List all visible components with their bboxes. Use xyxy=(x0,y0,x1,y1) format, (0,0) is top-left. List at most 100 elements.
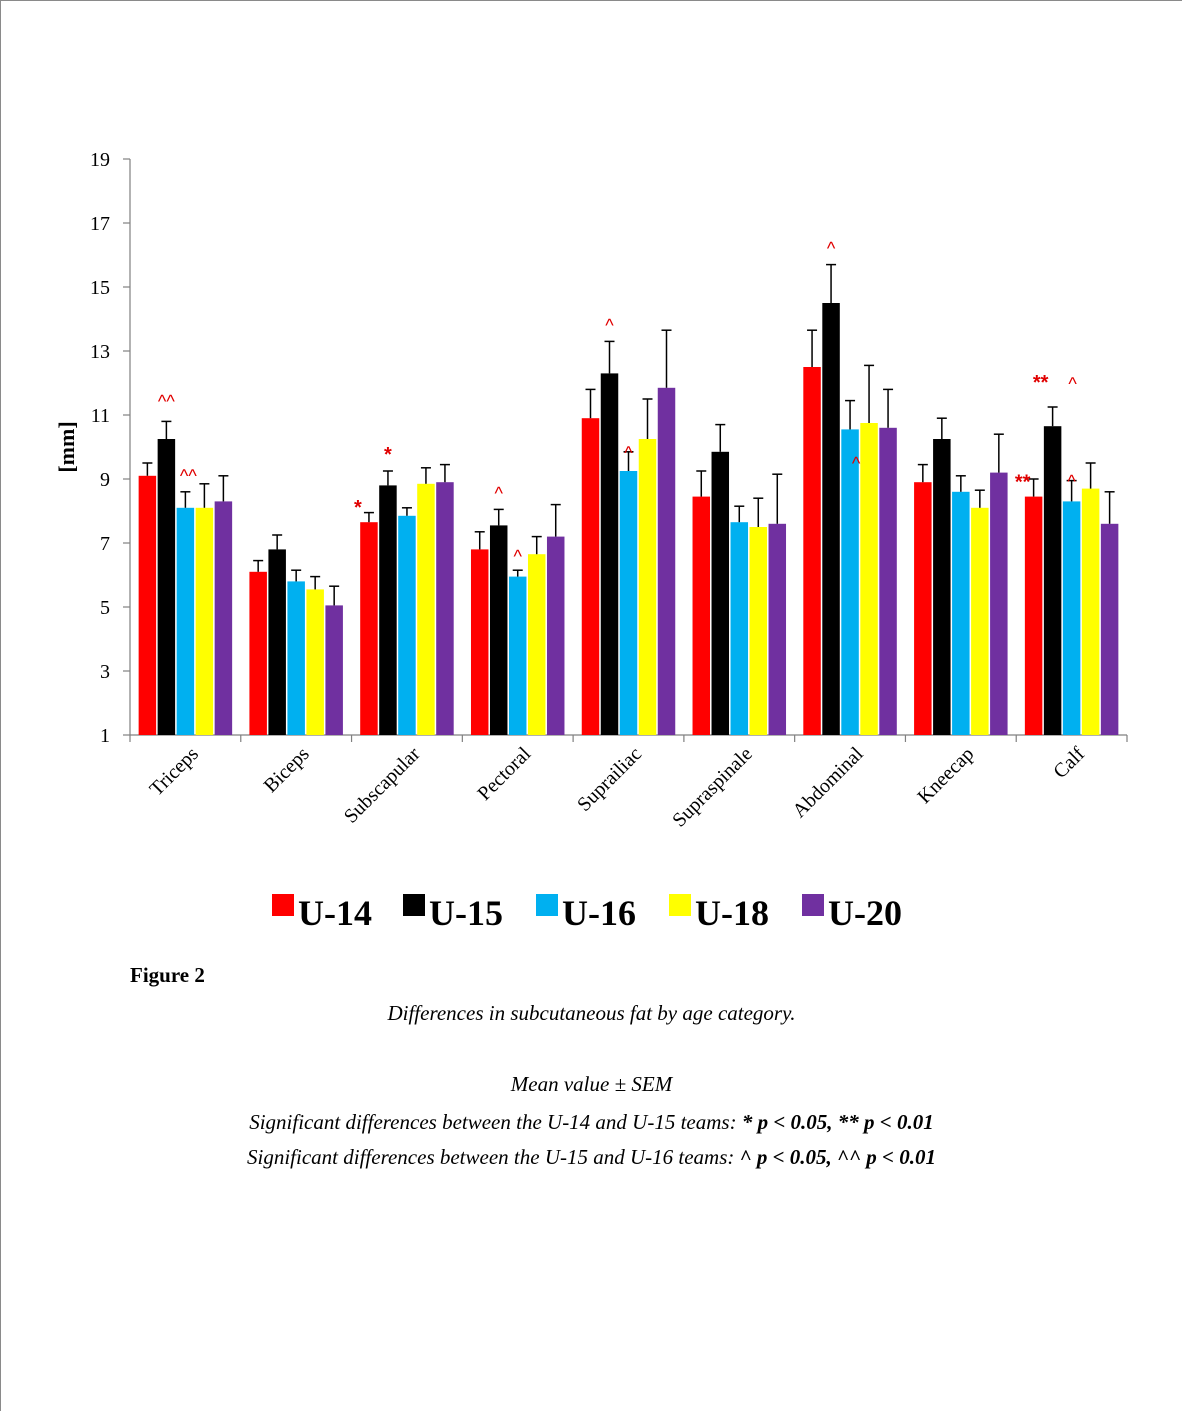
y-tick-label: 5 xyxy=(100,597,110,619)
legend-label: U-20 xyxy=(828,893,902,933)
bar xyxy=(692,496,711,735)
bar xyxy=(841,429,859,735)
legend-label: U-14 xyxy=(298,893,372,933)
caption-significance-u15-u16: Significant differences between the U-15… xyxy=(0,1145,1183,1170)
bar xyxy=(638,439,657,735)
y-tick-label: 19 xyxy=(90,149,110,171)
legend-swatch xyxy=(403,894,425,916)
y-tick-label: 9 xyxy=(100,469,110,491)
x-tick-label: Kneecap xyxy=(913,743,978,808)
bar xyxy=(879,427,897,735)
significance-marker: ^^ xyxy=(180,466,197,486)
bar xyxy=(803,367,821,735)
significance-marker: ^^ xyxy=(158,391,175,411)
bar xyxy=(619,471,638,735)
y-tick-label: 15 xyxy=(90,277,110,299)
bar xyxy=(176,507,195,735)
y-tick-label: 7 xyxy=(100,533,110,555)
x-tick-label: Subscapular xyxy=(340,743,425,828)
significance-marker: ^ xyxy=(1067,471,1076,491)
bar xyxy=(952,491,970,735)
bar xyxy=(325,605,343,735)
y-tick-label: 11 xyxy=(91,405,110,427)
bar xyxy=(436,482,454,735)
caption-significance-u14-u15: Significant differences between the U-14… xyxy=(0,1110,1183,1135)
bar xyxy=(581,418,600,735)
bar xyxy=(546,536,565,735)
bar xyxy=(822,303,840,735)
bar xyxy=(1043,426,1062,735)
bar xyxy=(508,576,527,735)
x-tick-label: Suprailiac xyxy=(573,743,646,816)
bar xyxy=(1062,501,1081,735)
y-tick-label: 13 xyxy=(90,341,110,363)
x-tick-label: Abdominal xyxy=(788,743,868,823)
bar xyxy=(489,525,508,735)
bar xyxy=(1100,523,1119,735)
chart-bars xyxy=(138,263,1119,735)
bar xyxy=(360,522,378,735)
x-tick-label: Calf xyxy=(1049,743,1089,783)
x-tick-label: Triceps xyxy=(145,743,203,801)
caption-significance-u14-u15-text: Significant differences between the U-14… xyxy=(249,1110,737,1134)
bar xyxy=(417,483,435,735)
bar xyxy=(749,527,768,735)
y-tick-label: 17 xyxy=(90,213,110,235)
significance-marker: ^ xyxy=(513,547,522,567)
x-tick-label: Supraspinale xyxy=(668,743,757,832)
significance-marker: ** xyxy=(1033,372,1049,394)
legend-swatch xyxy=(802,894,824,916)
bar xyxy=(860,423,878,735)
significance-marker: ^ xyxy=(624,443,633,463)
bar xyxy=(1081,488,1100,735)
bar xyxy=(600,373,619,735)
bar xyxy=(730,522,749,735)
significance-marker: * xyxy=(384,444,392,466)
bar xyxy=(971,507,989,735)
bar xyxy=(195,507,214,735)
x-tick-label: Biceps xyxy=(260,743,314,797)
bar xyxy=(527,554,546,735)
bar xyxy=(249,571,267,735)
caption-significance-u15-u16-stats: ^ p < 0.05, ^^ p < 0.01 xyxy=(739,1145,936,1169)
significance-marker: ^ xyxy=(605,315,614,335)
bar xyxy=(287,581,305,735)
figure-label: Figure 2 xyxy=(130,963,205,987)
significance-marker: ^ xyxy=(827,239,836,259)
caption-significance-u14-u15-stats: * p < 0.05, ** p < 0.01 xyxy=(741,1110,934,1134)
bar xyxy=(268,549,286,735)
bar xyxy=(1024,496,1043,735)
legend-swatch xyxy=(669,894,691,916)
caption-title: Differences in subcutaneous fat by age c… xyxy=(387,1001,796,1025)
significance-marker: ** xyxy=(1015,472,1031,494)
bar xyxy=(933,439,951,735)
significance-marker: ^ xyxy=(494,483,503,503)
bar xyxy=(306,589,324,735)
caption-mean-sem: Mean value ± SEM xyxy=(510,1072,673,1096)
bar xyxy=(657,387,676,735)
y-axis-label: [mm] xyxy=(54,421,79,472)
bar xyxy=(214,501,233,735)
bar xyxy=(157,439,176,735)
caption-significance-u15-u16-text: Significant differences between the U-15… xyxy=(247,1145,735,1169)
bar xyxy=(138,475,157,735)
bar xyxy=(990,472,1008,735)
legend-label: U-15 xyxy=(429,893,503,933)
y-tick-label: 1 xyxy=(100,725,110,747)
chart-annotations: ^^^^**^^^^^^**** ^^ xyxy=(158,239,1077,567)
bar xyxy=(398,515,416,735)
bar xyxy=(711,451,730,735)
significance-marker: ^ xyxy=(852,453,861,473)
legend-label: U-16 xyxy=(562,893,636,933)
significance-marker: ^ xyxy=(1068,374,1077,394)
legend-swatch xyxy=(272,894,294,916)
bar xyxy=(379,485,397,735)
chart-legend: U-14 U-15 U-16 U-18 U-20 xyxy=(272,893,902,933)
legend-label: U-18 xyxy=(695,893,769,933)
bar xyxy=(914,482,932,735)
y-tick-label: 3 xyxy=(100,661,110,683)
legend-swatch xyxy=(536,894,558,916)
significance-marker: * xyxy=(354,497,362,519)
x-tick-label: Pectoral xyxy=(473,743,535,805)
